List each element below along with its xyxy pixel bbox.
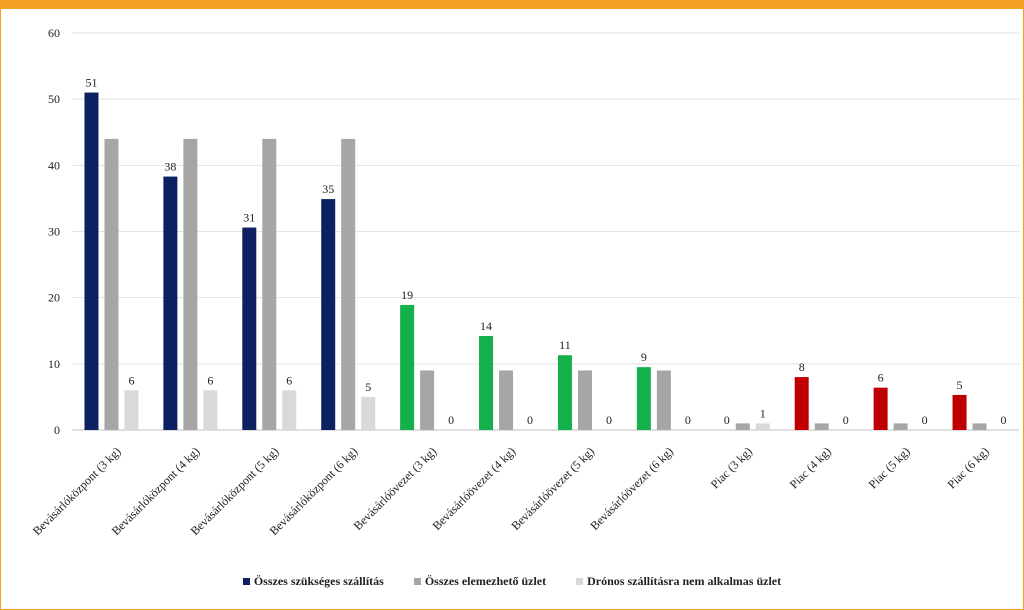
- x-tick-label: Piac (4 kg): [787, 444, 834, 491]
- bar: [420, 370, 435, 430]
- bar: [203, 390, 218, 430]
- legend-swatch: [242, 578, 250, 585]
- data-label: 0: [527, 413, 533, 427]
- legend-label: Összes szükséges szállítás: [253, 574, 384, 588]
- grid-lines: [72, 32, 1019, 431]
- bar: [104, 138, 119, 430]
- y-tick-label: 0: [54, 423, 60, 437]
- x-tick-label: Piac (6 kg): [945, 444, 992, 491]
- bar: [400, 304, 415, 430]
- data-label: 6: [878, 371, 884, 385]
- bar: [479, 336, 494, 430]
- legend-swatch: [576, 578, 584, 585]
- data-label: 9: [641, 350, 647, 364]
- data-label: 14: [480, 319, 492, 333]
- bar: [972, 423, 987, 430]
- data-label: 11: [559, 338, 571, 352]
- legend: Összes szükséges szállítás Összes elemez…: [0, 574, 1024, 589]
- x-tick-label: Bevásárlóközpont (3 kg): [30, 444, 124, 538]
- x-tick-label: Bevásárlóövezet (5 kg): [508, 444, 597, 533]
- bar: [755, 423, 770, 430]
- y-tick-label: 60: [48, 26, 60, 40]
- y-tick-label: 50: [48, 92, 60, 106]
- x-tick-label: Bevásárlóövezet (3 kg): [351, 444, 440, 533]
- x-tick-label: Bevásárlóközpont (5 kg): [188, 444, 282, 538]
- bar: [656, 370, 671, 430]
- data-label: 0: [724, 413, 730, 427]
- bar: [636, 367, 651, 430]
- bar: [183, 138, 198, 430]
- data-label: 0: [1001, 413, 1007, 427]
- y-tick-label: 40: [48, 158, 60, 172]
- bar: [262, 138, 277, 430]
- bar: [242, 227, 257, 430]
- x-tick-label: Piac (5 kg): [866, 444, 913, 491]
- data-label: 6: [128, 373, 134, 387]
- bar: [282, 390, 297, 430]
- legend-item-total-deliveries: Összes szükséges szállítás: [242, 574, 384, 589]
- legend-swatch: [413, 578, 421, 585]
- legend-label: Drónos szállításra nem alkalmas üzlet: [587, 574, 782, 588]
- x-tick-label: Bevásárlóközpont (6 kg): [267, 444, 361, 538]
- x-axis: Bevásárlóközpont (3 kg)Bevásárlóközpont …: [30, 444, 992, 538]
- data-label: 0: [922, 413, 928, 427]
- legend-label: Összes elemezhető üzlet: [424, 574, 547, 588]
- bar: [321, 199, 336, 430]
- bar: [893, 423, 908, 430]
- data-label: 6: [207, 373, 213, 387]
- bar: [557, 355, 572, 430]
- bars: [84, 92, 987, 431]
- bar: [794, 377, 809, 430]
- x-tick-label: Bevásárlóövezet (4 kg): [430, 444, 519, 533]
- bar: [735, 423, 750, 430]
- x-tick-label: Bevásárlóövezet (6 kg): [587, 444, 676, 533]
- legend-item-analyzable-stores: Összes elemezhető üzlet: [413, 574, 547, 589]
- x-tick-label: Piac (3 kg): [708, 444, 755, 491]
- bar: [814, 423, 829, 430]
- data-label: 5: [365, 380, 371, 394]
- data-label: 1: [760, 406, 766, 420]
- y-tick-label: 30: [48, 225, 60, 239]
- bar: [163, 176, 178, 430]
- data-label: 38: [164, 160, 176, 174]
- data-label: 0: [606, 413, 612, 427]
- bar: [84, 92, 99, 431]
- bar: [952, 394, 967, 430]
- y-tick-label: 20: [48, 291, 60, 305]
- bar: [499, 370, 514, 430]
- data-label: 6: [286, 373, 292, 387]
- data-label: 51: [85, 76, 97, 90]
- bar: [873, 387, 888, 430]
- x-tick-label: Bevásárlóközpont (4 kg): [109, 444, 203, 538]
- data-label: 31: [243, 211, 255, 225]
- data-label: 35: [322, 182, 334, 196]
- top-accent-bar: [0, 0, 1024, 9]
- data-label: 8: [799, 360, 805, 374]
- bar: [124, 390, 139, 430]
- data-label: 0: [843, 413, 849, 427]
- bar: [341, 138, 356, 430]
- data-label: 5: [957, 378, 963, 392]
- data-labels: 51 6 38 6 31 6 35 5 19 0 14 0 11 0 9 0 0 1 8 0 6 0 5 0: [85, 76, 1006, 427]
- y-axis: 0 10 20 30 40 50 60: [48, 26, 60, 437]
- legend-item-unsuitable-stores: Drónos szállításra nem alkalmas üzlet: [576, 574, 781, 589]
- bar: [577, 370, 592, 430]
- data-label: 0: [448, 413, 454, 427]
- bar: [361, 396, 376, 430]
- data-label: 19: [401, 288, 413, 302]
- y-tick-label: 10: [48, 357, 60, 371]
- data-label: 0: [685, 413, 691, 427]
